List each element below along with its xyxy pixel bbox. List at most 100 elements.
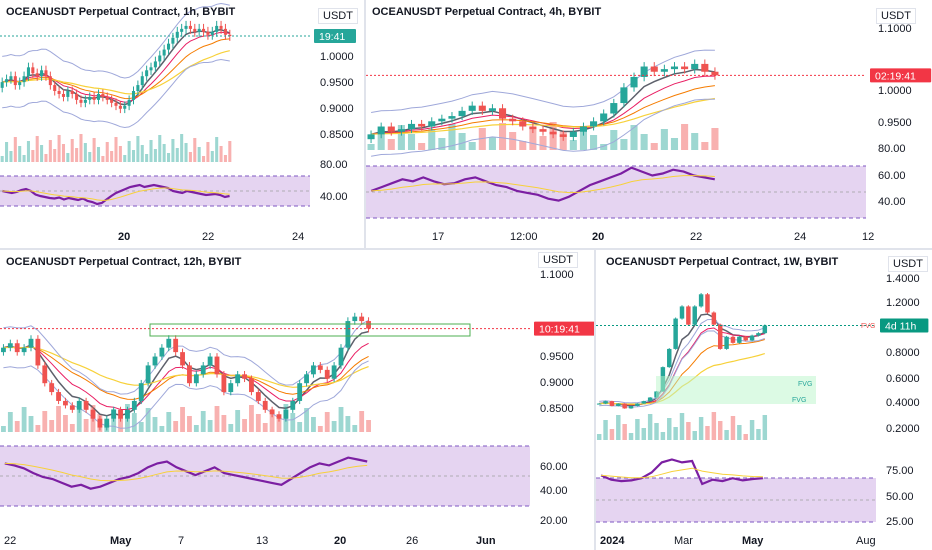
candle-body [0, 82, 4, 88]
candle-body [276, 414, 282, 419]
candle-body [26, 67, 30, 77]
rsi-line [600, 458, 763, 486]
volume-bar [131, 150, 136, 162]
panel-divider-horizontal[interactable] [0, 248, 932, 250]
time-axis-label: May [110, 535, 132, 547]
volume-bar [650, 143, 658, 150]
time-axis-label: 22 [690, 231, 702, 243]
volume-bar [66, 153, 70, 162]
chart-canvas-1w[interactable]: 1.40001.20001.00000.80000.60000.40000.20… [596, 250, 932, 550]
candle-body [125, 409, 130, 419]
chart-panel-12h[interactable]: 1.10001.00000.95000.90000.850010:19:4160… [0, 250, 594, 550]
rsi-line [2, 183, 230, 206]
candle-body [692, 306, 697, 325]
volume-bar [276, 418, 282, 432]
volume-bar [249, 405, 254, 432]
volume-bar [255, 414, 261, 432]
candle-body [69, 405, 75, 410]
candle-body [215, 25, 219, 32]
candle-body [428, 121, 436, 127]
candle-body [158, 55, 162, 62]
time-axis-label: 2024 [600, 535, 625, 547]
rsi-axis-label: 75.00 [886, 465, 914, 477]
time-axis-label: 7 [178, 535, 184, 547]
price-axis-label: 1.1000 [540, 269, 574, 281]
candle-body [18, 82, 22, 86]
volume-bar [127, 141, 131, 162]
volume-bar [717, 421, 723, 440]
candle-body [620, 87, 628, 104]
candle-body [152, 356, 158, 366]
candle-body [756, 333, 761, 336]
candle-body [61, 93, 66, 97]
candle-body [88, 96, 92, 100]
candle-body [56, 392, 61, 401]
volume-bar [21, 407, 27, 432]
volume-bar [596, 434, 602, 440]
volume-bar [138, 422, 144, 432]
currency-label-12h[interactable]: USDT [538, 252, 578, 268]
time-axis-label: 12:00 [510, 231, 538, 243]
volume-bar [262, 423, 268, 432]
panel-divider-vertical-bottom[interactable] [594, 250, 596, 550]
volume-bar [228, 141, 232, 162]
candle-body [114, 102, 118, 106]
candle-body [387, 126, 395, 132]
candle-body [166, 43, 171, 50]
currency-label-1h[interactable]: USDT [318, 8, 358, 24]
volume-bar [304, 408, 309, 432]
currency-label-1w[interactable]: USDT [888, 256, 928, 272]
chart-panel-1h[interactable]: 1.0000 0.9500 0.9000 0.8500 19:41 80.00 40.00 2… [0, 0, 364, 248]
volume-bar [184, 143, 188, 162]
candle-body [290, 400, 296, 410]
volume-bar [140, 145, 144, 162]
chart-canvas-12h[interactable]: 1.10001.00000.95000.90000.850010:19:4160… [0, 250, 594, 550]
volume-bar [88, 152, 92, 162]
volume-bar [153, 149, 157, 162]
candle-body [609, 401, 615, 406]
chart-panel-4h[interactable]: 1.1000 1.0000 0.9500 80.00 02:19:41 60.00 40.0… [366, 0, 932, 248]
chart-title-1w: OCEANUSDT Perpetual Contract, 1W, BYBIT [606, 256, 839, 268]
candle-body [448, 116, 456, 119]
volume-bar [206, 142, 210, 162]
candle-body [724, 336, 729, 349]
chart-canvas-4h[interactable]: 1.1000 1.0000 0.9500 80.00 02:19:41 60.00 40.0… [366, 0, 932, 248]
candle-body [111, 409, 117, 419]
volume-bar [56, 406, 61, 432]
candle-body [127, 99, 131, 106]
volume-bar [215, 137, 219, 162]
volume-bar [670, 138, 679, 150]
volume-bar [79, 134, 83, 162]
ma-line-fast [2, 28, 231, 106]
candle-body [187, 365, 192, 384]
candle-body [269, 409, 275, 415]
panel-divider-vertical-top[interactable] [364, 0, 366, 248]
volume-bar [352, 425, 358, 432]
currency-label-4h[interactable]: USDT [876, 8, 916, 24]
candle-body [529, 126, 537, 130]
volume-bar [48, 140, 52, 162]
band-lower [3, 360, 369, 429]
volume-bar [749, 420, 755, 440]
volume-bar [210, 151, 214, 162]
rsi-axis-label: 50.00 [886, 491, 914, 503]
volume-bar [242, 419, 247, 432]
candle-body [242, 374, 247, 379]
volume-bar [18, 146, 22, 162]
volume-bar [654, 423, 659, 440]
volume-bar [159, 426, 165, 432]
candle-body [42, 365, 48, 384]
volume-bar [622, 424, 627, 440]
volume-bar [175, 148, 179, 162]
chart-panel-1w[interactable]: 1.40001.20001.00000.80000.60000.40000.20… [596, 250, 932, 550]
chart-canvas-1h[interactable]: 1.0000 0.9500 0.9000 0.8500 19:41 80.00 40.00 2… [0, 0, 364, 248]
candle-body [650, 66, 658, 72]
time-axis-label: 20 [118, 231, 130, 243]
volume-bar [105, 142, 109, 162]
volume-bar [743, 434, 748, 440]
volume-bar [7, 412, 13, 432]
price-axis-label: 1.1000 [878, 23, 912, 35]
candle-body [5, 79, 9, 83]
candle-body [166, 338, 172, 348]
volume-bar [202, 156, 206, 162]
